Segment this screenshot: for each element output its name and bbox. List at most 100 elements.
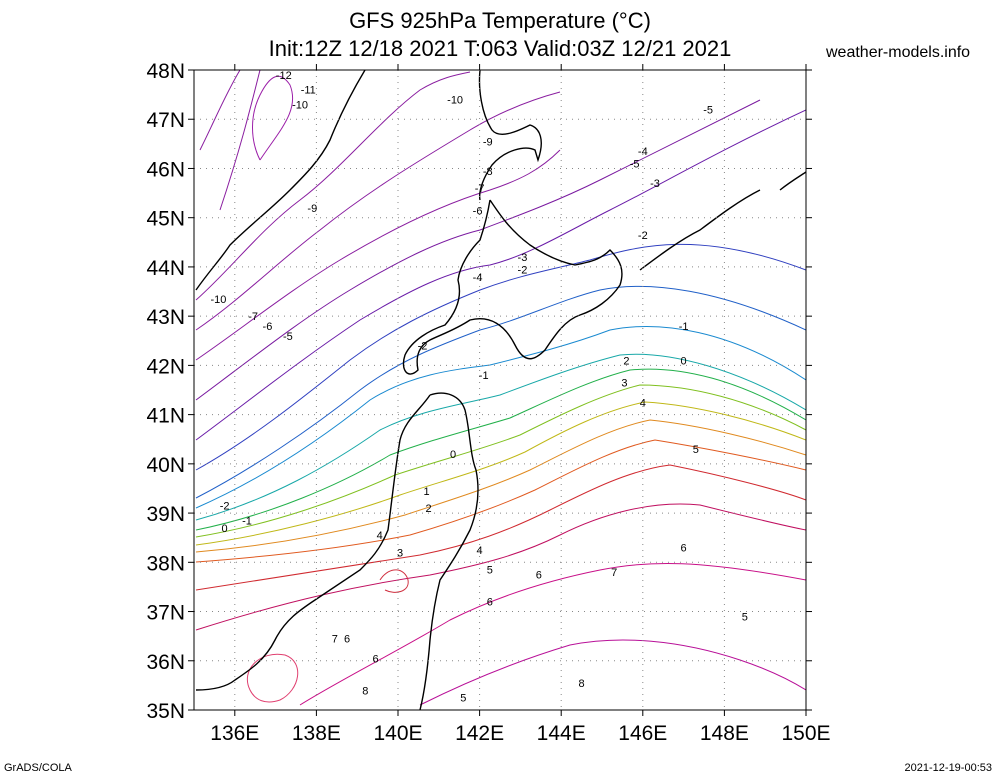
lon-label: 146E: [618, 722, 667, 745]
temperature-contours: [195, 70, 806, 706]
isotherm-line: [195, 91, 561, 331]
lat-label: 37N: [146, 602, 185, 625]
contour-label: 4: [377, 530, 383, 542]
contour-label: 0: [681, 355, 687, 367]
lat-label: 39N: [146, 503, 185, 526]
contour-label: 7: [611, 567, 617, 579]
contour-label: 6: [372, 653, 378, 665]
plot-frame: [193, 69, 807, 711]
lat-label: 35N: [146, 700, 185, 723]
lon-label: 144E: [537, 722, 586, 745]
lat-label: 43N: [146, 306, 185, 329]
contour-label: 8: [362, 685, 368, 697]
isotherm-line: [195, 439, 806, 563]
isotherm-line: [247, 653, 299, 703]
contour-label: 1: [423, 486, 429, 498]
contour-label: -10: [292, 99, 308, 111]
contour-label: -7: [475, 183, 485, 195]
contour-label: -5: [283, 331, 293, 343]
contour-label: -2: [638, 230, 648, 242]
lon-label: 138E: [292, 722, 341, 745]
lat-label: 44N: [146, 257, 185, 280]
isotherm-line: [299, 562, 806, 706]
lat-label: 47N: [146, 109, 185, 132]
lon-label: 142E: [455, 722, 504, 745]
lat-label: 41N: [146, 405, 185, 428]
isotherm-line: [195, 401, 806, 546]
isotherm-line: [195, 243, 806, 471]
contour-label: -7: [248, 311, 258, 323]
contour-label: -1: [679, 321, 689, 333]
contour-label: 6: [487, 597, 493, 609]
contour-label: -6: [263, 321, 273, 333]
map-title-line1: GFS 925hPa Temperature (°C): [349, 8, 651, 33]
coastline: [195, 70, 806, 710]
contour-label: -2: [518, 264, 528, 276]
contour-label: 6: [681, 543, 687, 555]
contour-label: 3: [397, 547, 403, 559]
map-title-line2: Init:12Z 12/18 2021 T:063 Valid:03Z 12/2…: [268, 36, 732, 61]
contour-label: 6: [536, 570, 542, 582]
contour-label: -10: [447, 95, 463, 107]
contour-label: 7: [332, 634, 338, 646]
coastline-asia: [195, 70, 366, 291]
contour-label: 3: [621, 378, 627, 390]
contour-label: -3: [650, 178, 660, 190]
lat-label: 48N: [146, 60, 185, 83]
coastline-sakhalin: [478, 70, 542, 201]
lat-label: 45N: [146, 208, 185, 231]
contour-label: 4: [640, 397, 646, 409]
contour-label: -1: [479, 370, 489, 382]
graticule: [194, 70, 806, 710]
lon-label: 148E: [700, 722, 749, 745]
lat-label: 38N: [146, 552, 185, 575]
coastline-kuril: [639, 171, 806, 271]
isotherm-line: [195, 368, 806, 531]
contour-label: -1: [242, 515, 252, 527]
contour-label: -2: [220, 501, 230, 513]
lat-label: 46N: [146, 158, 185, 181]
lat-label: 40N: [146, 454, 185, 477]
contour-label: 0: [450, 449, 456, 461]
site-watermark: weather-models.info: [826, 44, 971, 61]
lon-label: 150E: [781, 722, 830, 745]
isotherm-line: [379, 569, 409, 593]
contour-label: 5: [693, 444, 699, 456]
isotherm-line: [195, 285, 806, 499]
lon-label: 140E: [373, 722, 422, 745]
contour-label: -2: [418, 341, 428, 353]
software-credit: GrADS/COLA: [4, 762, 72, 774]
contour-label: -5: [630, 159, 640, 171]
contour-label: -9: [307, 203, 317, 215]
contour-label: -4: [638, 146, 648, 158]
latitude-axis: 48N 47N 46N 45N 44N 43N 42N 41N 40N 39N 38N 37N 36N 3…: [146, 60, 812, 723]
coastline-honshu: [195, 392, 479, 710]
coastline-hokkaido: [402, 199, 623, 375]
contour-label: -3: [518, 252, 528, 264]
isotherm-line: [195, 109, 806, 441]
contour-label: 4: [477, 545, 483, 557]
contour-label: 6: [344, 634, 350, 646]
isotherm-line: [195, 71, 471, 301]
generation-timestamp: 2021-12-19-00:53: [904, 762, 992, 774]
contour-label: 8: [579, 678, 585, 690]
isotherm-line: [199, 70, 241, 151]
lon-label: 136E: [210, 722, 259, 745]
isotherm-line: [419, 639, 806, 706]
contour-labels: -12-11-10 -10-9-9-8-7-6-5-5-4-3-2-3-2-4-1…: [211, 70, 748, 705]
contour-label: 0: [222, 523, 228, 535]
contour-label: -9: [483, 136, 493, 148]
contour-label: -8: [483, 166, 493, 178]
isotherm-line: [195, 353, 806, 521]
longitude-axis: 136E 138E 140E 142E 144E 146E 148E 150E: [210, 64, 831, 745]
contour-label: -11: [301, 85, 316, 97]
isotherm-line: [195, 99, 761, 401]
contour-label: -10: [211, 294, 227, 306]
contour-label: 5: [460, 693, 466, 705]
contour-label: 2: [426, 503, 432, 515]
isotherm-line: [195, 149, 561, 361]
isotherm-line: [219, 70, 261, 211]
contour-label: -12: [276, 70, 292, 82]
isotherm-line: [195, 464, 806, 591]
lat-label: 42N: [146, 355, 185, 378]
